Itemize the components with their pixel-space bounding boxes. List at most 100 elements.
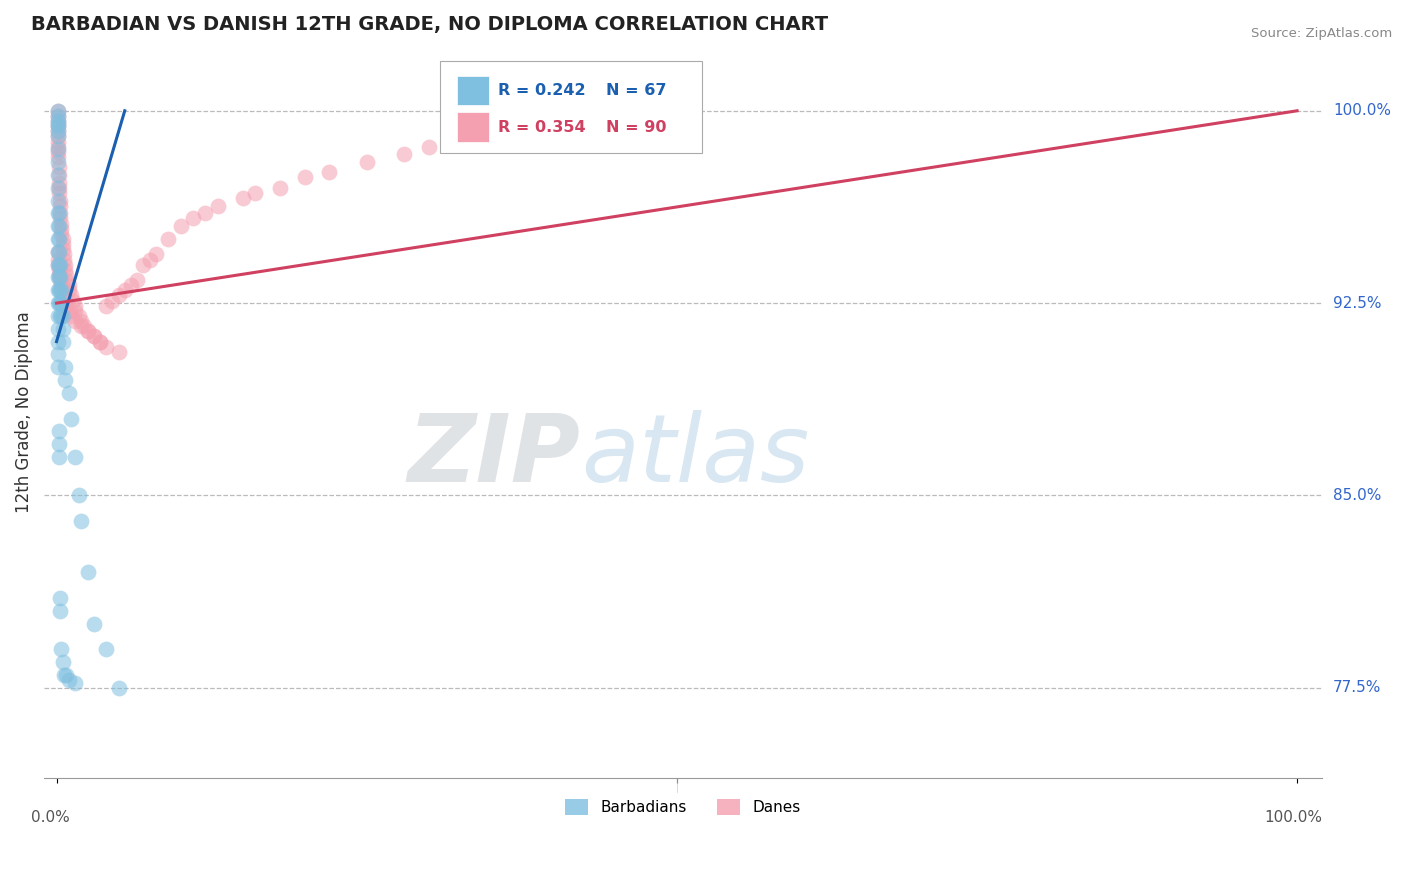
Point bbox=[541, 114, 564, 128]
Point bbox=[49, 211, 72, 226]
Point bbox=[46, 194, 69, 208]
Point bbox=[46, 135, 69, 149]
Point bbox=[51, 296, 73, 310]
Point bbox=[46, 296, 69, 310]
Point bbox=[62, 293, 84, 308]
Point bbox=[76, 324, 98, 338]
Point bbox=[48, 160, 70, 174]
Point bbox=[52, 252, 75, 267]
Text: Source: ZipAtlas.com: Source: ZipAtlas.com bbox=[1251, 27, 1392, 40]
Text: BARBADIAN VS DANISH 12TH GRADE, NO DIPLOMA CORRELATION CHART: BARBADIAN VS DANISH 12TH GRADE, NO DIPLO… bbox=[31, 15, 828, 34]
Point bbox=[48, 219, 70, 234]
Point bbox=[46, 109, 69, 123]
Point bbox=[55, 268, 77, 282]
Point bbox=[52, 237, 75, 252]
Point bbox=[55, 299, 77, 313]
Point bbox=[46, 244, 69, 259]
FancyBboxPatch shape bbox=[440, 62, 702, 153]
Point bbox=[51, 642, 73, 657]
Point bbox=[127, 273, 149, 287]
Point bbox=[60, 411, 83, 425]
Point bbox=[49, 206, 72, 220]
Point bbox=[49, 194, 72, 208]
Point bbox=[67, 488, 90, 502]
Point bbox=[52, 283, 75, 297]
Point bbox=[181, 211, 204, 226]
Point bbox=[46, 124, 69, 138]
Point bbox=[46, 270, 69, 285]
Point bbox=[53, 360, 76, 375]
Point bbox=[107, 288, 129, 302]
Point bbox=[51, 278, 73, 293]
Point bbox=[516, 119, 538, 133]
Text: 0.0%: 0.0% bbox=[31, 811, 70, 825]
Point bbox=[46, 129, 69, 144]
Point bbox=[48, 437, 70, 451]
Point bbox=[418, 139, 440, 153]
Point bbox=[52, 288, 75, 302]
Point bbox=[89, 334, 111, 349]
Point bbox=[356, 155, 378, 169]
Point bbox=[138, 252, 160, 267]
Point bbox=[70, 514, 93, 528]
Point bbox=[120, 278, 142, 293]
Text: R = 0.242: R = 0.242 bbox=[498, 83, 585, 98]
Point bbox=[194, 206, 217, 220]
Point bbox=[46, 347, 69, 361]
Point bbox=[52, 247, 75, 261]
Point bbox=[48, 425, 70, 439]
Point bbox=[63, 450, 86, 464]
Point bbox=[48, 186, 70, 200]
Point bbox=[46, 103, 69, 118]
Text: 92.5%: 92.5% bbox=[1333, 295, 1382, 310]
Point bbox=[46, 124, 69, 138]
Point bbox=[269, 180, 291, 194]
Point bbox=[46, 334, 69, 349]
Point bbox=[46, 252, 69, 267]
Point bbox=[48, 244, 70, 259]
Point bbox=[58, 303, 80, 318]
Point bbox=[48, 232, 70, 246]
Point bbox=[46, 103, 69, 118]
Point bbox=[89, 334, 111, 349]
Point bbox=[52, 334, 75, 349]
Text: N = 67: N = 67 bbox=[606, 83, 666, 98]
Point bbox=[52, 309, 75, 323]
Point bbox=[58, 673, 80, 687]
Point bbox=[107, 681, 129, 695]
Point bbox=[63, 314, 86, 328]
Text: ZIP: ZIP bbox=[408, 410, 581, 502]
Point bbox=[49, 283, 72, 297]
Point bbox=[52, 655, 75, 669]
Point bbox=[48, 270, 70, 285]
Point bbox=[53, 293, 76, 308]
Point bbox=[46, 180, 69, 194]
Text: 85.0%: 85.0% bbox=[1333, 488, 1381, 503]
Text: N = 90: N = 90 bbox=[606, 120, 666, 135]
Point bbox=[94, 642, 117, 657]
Point bbox=[46, 109, 69, 123]
Point bbox=[46, 117, 69, 131]
Point bbox=[70, 314, 93, 328]
Point bbox=[107, 344, 129, 359]
Point bbox=[53, 258, 76, 272]
Point bbox=[46, 258, 69, 272]
Point bbox=[101, 293, 124, 308]
Point bbox=[46, 119, 69, 133]
Point bbox=[46, 129, 69, 144]
Point bbox=[52, 322, 75, 336]
Point bbox=[94, 299, 117, 313]
Point bbox=[48, 176, 70, 190]
Point bbox=[63, 675, 86, 690]
Point bbox=[46, 244, 69, 259]
Point bbox=[392, 147, 415, 161]
Point bbox=[48, 262, 70, 277]
Text: 77.5%: 77.5% bbox=[1333, 681, 1381, 695]
Point bbox=[58, 283, 80, 297]
Point bbox=[318, 165, 340, 179]
Point bbox=[46, 309, 69, 323]
Point bbox=[46, 114, 69, 128]
Point bbox=[49, 258, 72, 272]
Point bbox=[46, 232, 69, 246]
Point bbox=[76, 566, 98, 580]
